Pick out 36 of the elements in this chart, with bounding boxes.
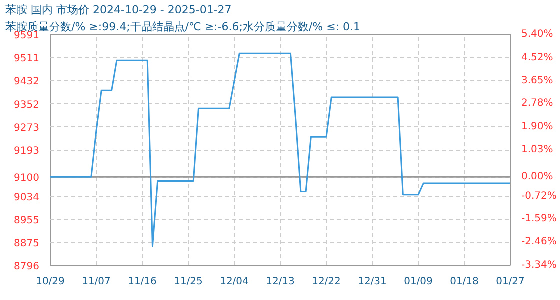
x-tick-label: 10/29: [36, 276, 65, 288]
x-tick-label: 01/18: [450, 276, 479, 288]
y-tick-label: 9591: [14, 30, 40, 42]
x-tick-label: 12/31: [358, 276, 387, 288]
x-tick-label: 12/13: [266, 276, 295, 288]
x-tick-label: 11/16: [128, 276, 157, 288]
x-tick-label: 11/25: [174, 276, 203, 288]
x-tick-label: 01/09: [404, 276, 433, 288]
y2-tick-label: -3.34%: [522, 260, 557, 271]
chart-subtitle: 苯胺质量分数/% ≥:99.4;干品结晶点/℃ ≥:-6.6;水分质量分数/% ≤: 0.1: [6, 20, 360, 34]
x-tick-label: 12/04: [220, 276, 249, 288]
y2-tick-label: -0.72%: [522, 190, 557, 202]
y-tick-label: 9511: [14, 54, 40, 65]
y-tick-label: 9193: [14, 146, 40, 158]
chart-title: 苯胺 国内 市场价 2024-10-29 - 2025-01-27: [6, 4, 232, 16]
y2-tick-label: -2.46%: [522, 236, 557, 248]
y-tick-label: 8955: [14, 215, 40, 226]
y-tick-label: 9034: [14, 192, 40, 204]
y2-tick-label: 2.78%: [522, 98, 554, 110]
y-tick-label: 9273: [14, 122, 40, 134]
x-tick-label: 01/27: [496, 276, 525, 288]
y-tick-label: 8875: [14, 238, 40, 250]
x-tick-label: 12/22: [312, 276, 341, 288]
y2-tick-label: 1.03%: [522, 144, 554, 156]
line-series: [50, 52, 510, 248]
y-tick-label: 9432: [14, 76, 40, 88]
y2-tick-label: 4.52%: [522, 52, 554, 64]
y2-tick-label: 0.00%: [522, 172, 554, 183]
y2-tick-label: 1.90%: [522, 122, 554, 133]
y-tick-label: 9352: [14, 100, 40, 111]
y-tick-label: 8796: [14, 262, 40, 272]
y-tick-label: 9100: [14, 173, 40, 184]
x-tick-label: 11/07: [82, 276, 111, 288]
y2-tick-label: -1.59%: [522, 214, 557, 225]
y2-tick-label: 5.40%: [522, 29, 554, 40]
y2-tick-label: 3.65%: [522, 75, 554, 86]
